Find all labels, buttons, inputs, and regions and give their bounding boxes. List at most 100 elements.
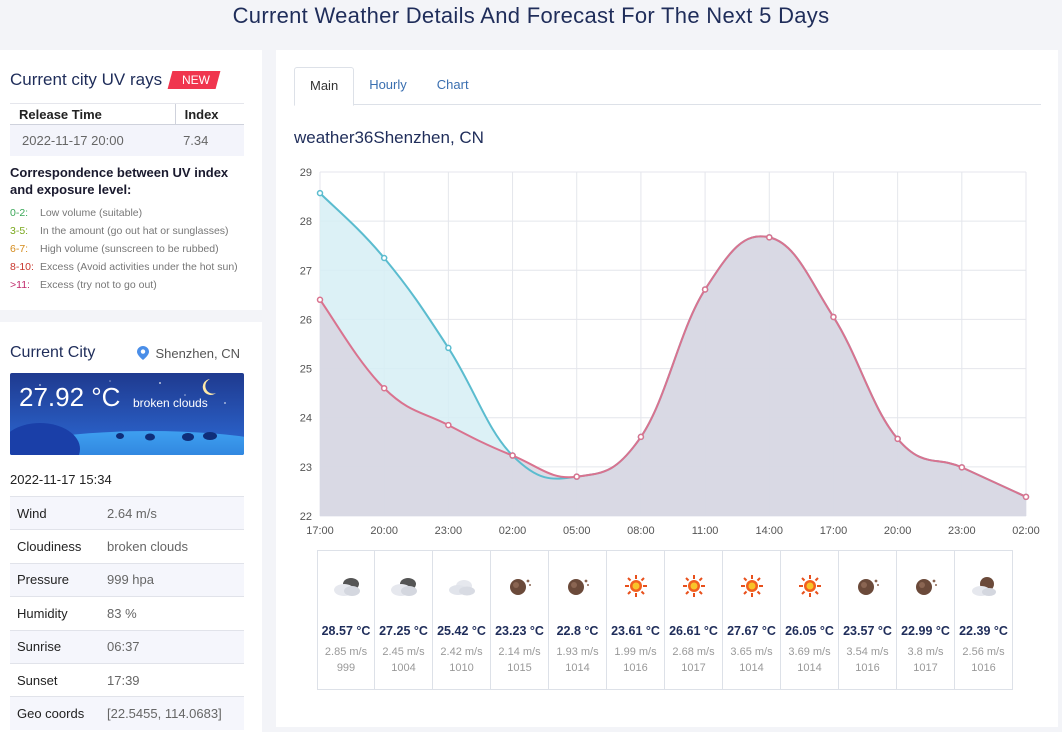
x-tick-label: 11:00 (692, 525, 719, 537)
current-city-title: Current City (10, 344, 95, 362)
forecast-wind: 3.69 m/s (781, 646, 838, 658)
uv-release-time: 2022-11-17 20:00 (10, 125, 175, 156)
forecast-item: 22.8 °C 1.93 m/s 1014 (549, 550, 607, 690)
forecast-pressure: 1015 (491, 662, 548, 674)
uv-level-item: 3-5: In the amount (go out hat or sunglas… (10, 222, 260, 240)
forecast-pressure: 1014 (723, 662, 780, 674)
tab-hourly[interactable]: Hourly (354, 67, 422, 105)
forecast-pressure: 1016 (839, 662, 896, 674)
table-row: 2022-11-17 20:00 7.34 (10, 125, 244, 156)
cloud-dark-icon (332, 573, 362, 599)
uv-levels-list: 0-2: Low volume (suitable) 3-5: In the amou… (10, 204, 260, 294)
city-detail-value: broken clouds (101, 530, 244, 563)
table-row: Sunset 17:39 (10, 663, 244, 696)
forecast-wind: 1.99 m/s (607, 646, 664, 658)
data-point[interactable] (638, 434, 643, 439)
uv-level-range: 6-7: (10, 240, 40, 258)
uv-level-item: 6-7: High volume (sunscreen to be rubbed) (10, 240, 260, 258)
forecast-temp: 27.25 °C (375, 624, 432, 638)
location-pin-icon (137, 346, 149, 360)
tab-main[interactable]: Main (294, 67, 354, 106)
table-row: Geo coords [22.5455, 114.0683] (10, 697, 244, 730)
uv-level-desc: Excess (Avoid activities under the hot s… (40, 258, 238, 276)
moon-icon (563, 573, 593, 599)
data-point[interactable] (382, 386, 387, 391)
page-title: Current Weather Details And Forecast For… (0, 0, 1062, 34)
data-point[interactable] (446, 345, 451, 350)
uv-level-desc: High volume (sunscreen to be rubbed) (40, 240, 219, 258)
moon-icon (853, 573, 883, 599)
uv-index: 7.34 (175, 125, 244, 156)
data-point[interactable] (703, 287, 708, 292)
data-point[interactable] (767, 235, 772, 240)
forecast-item: 26.61 °C 2.68 m/s 1017 (665, 550, 723, 690)
forecast-item: 28.57 °C 2.85 m/s 999 (317, 550, 375, 690)
forecast-item: 26.05 °C 3.69 m/s 1014 (781, 550, 839, 690)
x-tick-label: 02:00 (499, 525, 527, 537)
forecast-pressure: 1017 (897, 662, 954, 674)
data-point[interactable] (574, 474, 579, 479)
y-tick-label: 27 (300, 265, 312, 277)
forecast-temp: 26.61 °C (665, 624, 722, 638)
forecast-temp: 23.23 °C (491, 624, 548, 638)
forecast-wind: 1.93 m/s (549, 646, 606, 658)
uv-level-desc: In the amount (go out hat or sunglasses) (40, 222, 229, 240)
tab-bar: Main Hourly Chart (294, 67, 1041, 105)
forecast-temp: 26.05 °C (781, 624, 838, 638)
uv-level-range: 8-10: (10, 258, 40, 276)
sun-icon (679, 573, 709, 599)
forecast-temp: 28.57 °C (318, 624, 374, 638)
weather-banner: 27.92 °C broken clouds (10, 373, 244, 455)
forecast-wind: 3.65 m/s (723, 646, 780, 658)
uv-level-item: 0-2: Low volume (suitable) (10, 204, 260, 222)
y-tick-label: 26 (300, 314, 312, 326)
forecast-pressure: 1016 (955, 662, 1012, 674)
uv-col-release-time: Release Time (10, 104, 175, 125)
uv-level-range: >11: (10, 276, 40, 294)
data-point[interactable] (382, 256, 387, 261)
forecast-pressure: 1017 (665, 662, 722, 674)
moon-icon (911, 573, 941, 599)
forecast-pressure: 1014 (781, 662, 838, 674)
data-point[interactable] (510, 453, 515, 458)
forecast-temp: 22.99 °C (897, 624, 954, 638)
x-tick-label: 23:00 (435, 525, 463, 537)
data-point[interactable] (318, 297, 323, 302)
forecast-temp: 23.61 °C (607, 624, 664, 638)
data-point[interactable] (446, 423, 451, 428)
forecast-pressure: 1014 (549, 662, 606, 674)
temperature-chart: 222324252627282917:00 20:00 23:00 02:00 05:0… (276, 150, 1058, 550)
forecast-wind: 2.42 m/s (433, 646, 490, 658)
uv-correspondence-title: Correspondence between UV index and expo… (10, 164, 250, 198)
forecast-item: 23.61 °C 1.99 m/s 1016 (607, 550, 665, 690)
forecast-wind: 2.45 m/s (375, 646, 432, 658)
sun-icon (737, 573, 767, 599)
forecast-wind: 2.56 m/s (955, 646, 1012, 658)
x-tick-label: 17:00 (820, 525, 848, 537)
sun-icon (795, 573, 825, 599)
forecast-strip: 28.57 °C 2.85 m/s 999 27.25 °C 2.45 m/s 1004 2… (317, 550, 1013, 690)
city-detail-value: [22.5455, 114.0683] (101, 697, 244, 730)
data-point[interactable] (895, 436, 900, 441)
cloud-dark-icon (389, 573, 419, 599)
tab-chart[interactable]: Chart (422, 67, 484, 105)
sun-icon (621, 573, 651, 599)
data-point[interactable] (1024, 494, 1029, 499)
y-tick-label: 24 (300, 413, 312, 425)
cloud-icon (447, 573, 477, 599)
forecast-item: 27.67 °C 3.65 m/s 1014 (723, 550, 781, 690)
data-point[interactable] (318, 191, 323, 196)
uv-col-index: Index (175, 104, 244, 125)
city-detail-value: 83 % (101, 597, 244, 630)
city-detail-value: 2.64 m/s (101, 497, 244, 530)
forecast-pressure: 1004 (375, 662, 432, 674)
current-city-time: 2022-11-17 15:34 (10, 472, 112, 487)
city-detail-value: 999 hpa (101, 563, 244, 596)
forecast-temp: 22.8 °C (549, 624, 606, 638)
forecast-item: 27.25 °C 2.45 m/s 1004 (375, 550, 433, 690)
data-point[interactable] (959, 465, 964, 470)
forecast-item: 22.99 °C 3.8 m/s 1017 (897, 550, 955, 690)
current-temperature: 27.92 °C (19, 382, 120, 413)
x-tick-label: 17:00 (306, 525, 334, 537)
data-point[interactable] (831, 314, 836, 319)
